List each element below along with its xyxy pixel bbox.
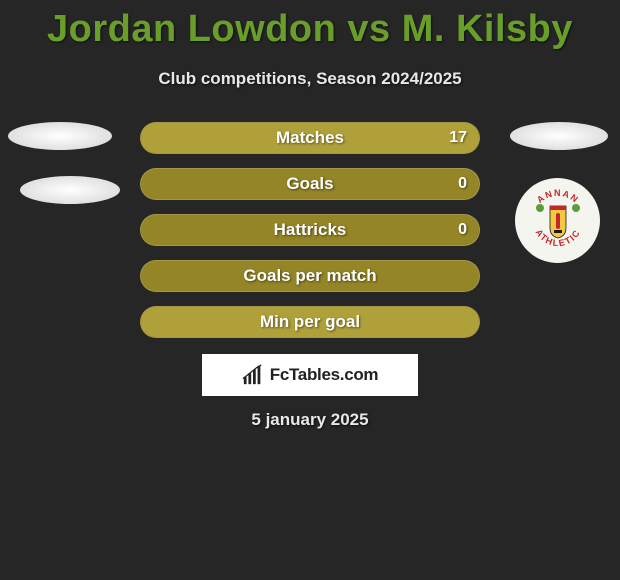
- stat-bar-matches: Matches 17: [140, 122, 480, 154]
- stat-bar-min-per-goal: Min per goal: [140, 306, 480, 338]
- stat-label: Goals per match: [243, 266, 376, 286]
- stat-label: Goals: [286, 174, 333, 194]
- stat-value: 0: [458, 175, 467, 193]
- chart-icon: [242, 364, 264, 386]
- shield-emblem-icon: [556, 213, 560, 229]
- shield-base-icon: [554, 230, 562, 233]
- stat-bar-hattricks: Hattricks 0: [140, 214, 480, 246]
- brand-box: FcTables.com: [202, 354, 418, 396]
- player-right-logo: [510, 122, 608, 150]
- stat-bar-goals: Goals 0: [140, 168, 480, 200]
- stats-container: Matches 17 Goals 0 Hattricks 0 Goals per…: [140, 122, 480, 352]
- thistle-right-icon: [572, 204, 580, 212]
- stat-label: Matches: [276, 128, 344, 148]
- player-left-logo-2: [20, 176, 120, 204]
- club-crest: ANNAN ATHLETIC: [515, 178, 600, 263]
- stat-bar-goals-per-match: Goals per match: [140, 260, 480, 292]
- page-title: Jordan Lowdon vs M. Kilsby: [0, 0, 620, 51]
- thistle-left-icon: [536, 204, 544, 212]
- date-text: 5 january 2025: [0, 410, 620, 430]
- shield-band-icon: [550, 206, 566, 210]
- stat-value: 0: [458, 221, 467, 239]
- brand-text: FcTables.com: [270, 365, 379, 385]
- stat-value: 17: [449, 129, 467, 147]
- player-left-logo-1: [8, 122, 112, 150]
- stat-label: Hattricks: [274, 220, 347, 240]
- subtitle: Club competitions, Season 2024/2025: [0, 69, 620, 89]
- stat-label: Min per goal: [260, 312, 360, 332]
- crest-top-text: ANNAN: [535, 188, 581, 205]
